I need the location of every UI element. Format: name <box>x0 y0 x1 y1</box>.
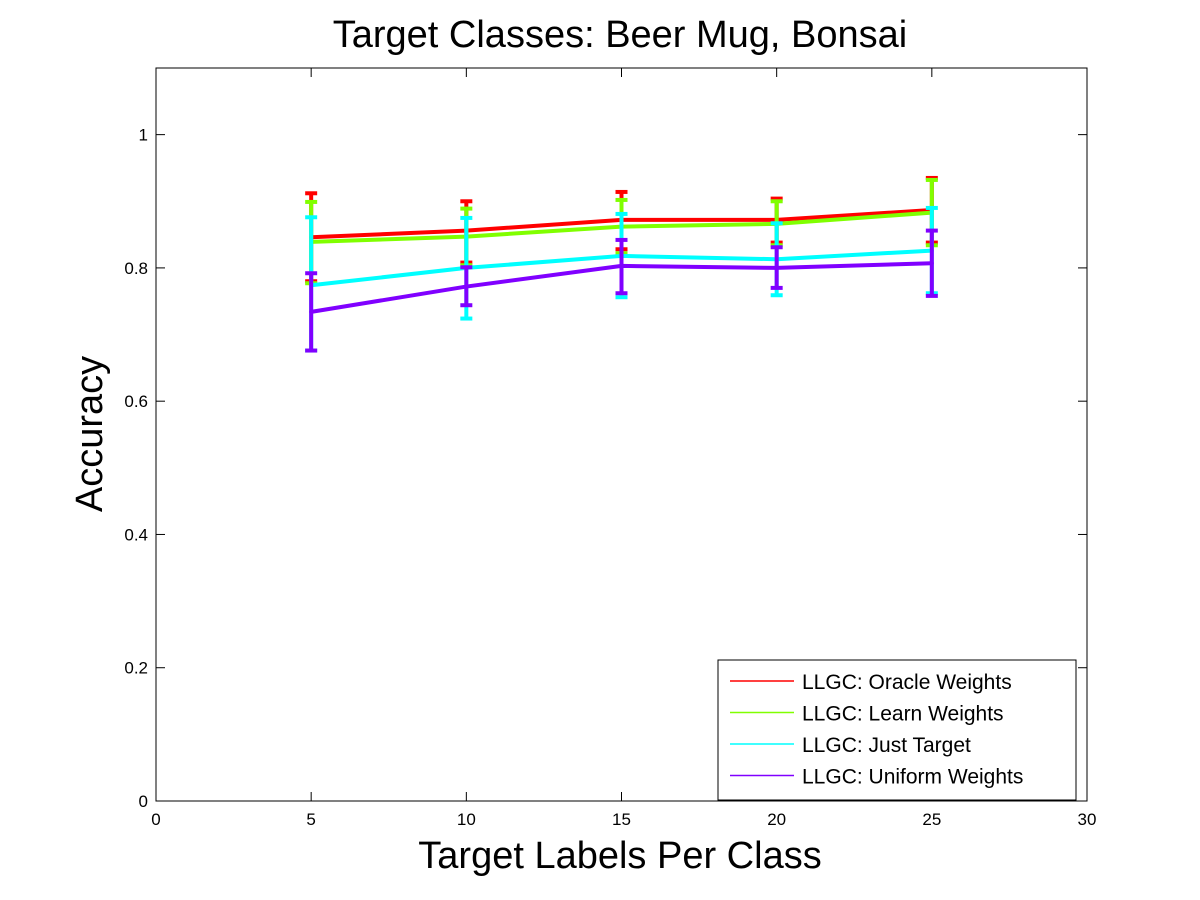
data-point <box>774 265 779 270</box>
legend-item: LLGC: Learn Weights <box>730 703 1004 726</box>
legend: LLGC: Oracle Weights LLGC: Learn Weights L… <box>717 659 1077 801</box>
legend-label: LLGC: Just Target <box>802 734 971 757</box>
y-tick-label: 1 <box>139 126 148 145</box>
y-tick-label: 0.8 <box>124 259 148 278</box>
y-axis-label: Accuracy <box>69 356 111 512</box>
legend-item: LLGC: Uniform Weights <box>730 766 1023 789</box>
series-4 <box>305 228 938 353</box>
data-point <box>929 261 934 266</box>
legend-item: LLGC: Just Target <box>730 734 971 757</box>
y-tick-label: 0.2 <box>124 659 148 678</box>
legend-item: LLGC: Oracle Weights <box>730 671 1012 694</box>
x-axis-label: Target Labels Per Class <box>418 835 821 877</box>
y-tick-label: 0.4 <box>124 525 148 544</box>
legend-label: LLGC: Learn Weights <box>802 703 1004 726</box>
x-tick-label: 5 <box>306 810 315 829</box>
x-tick-label: 20 <box>767 810 786 829</box>
y-tick-label: 0 <box>139 792 148 811</box>
axis-ticks: 0 5 10 15 20 25 30 0 0.2 0.4 0.6 0.8 1 <box>124 68 1096 829</box>
x-tick-label: 10 <box>457 810 476 829</box>
data-point <box>619 263 624 268</box>
chart-title: Target Classes: Beer Mug, Bonsai <box>333 14 908 56</box>
legend-label: LLGC: Uniform Weights <box>802 766 1023 789</box>
legend-label: LLGC: Oracle Weights <box>802 671 1012 694</box>
x-tick-label: 0 <box>151 810 160 829</box>
x-tick-label: 30 <box>1078 810 1097 829</box>
legend-box <box>717 659 1077 801</box>
y-tick-label: 0.6 <box>124 392 148 411</box>
data-point <box>309 309 314 314</box>
series-layer <box>305 175 938 353</box>
data-point <box>464 284 469 289</box>
x-tick-label: 15 <box>612 810 631 829</box>
x-tick-label: 25 <box>922 810 941 829</box>
